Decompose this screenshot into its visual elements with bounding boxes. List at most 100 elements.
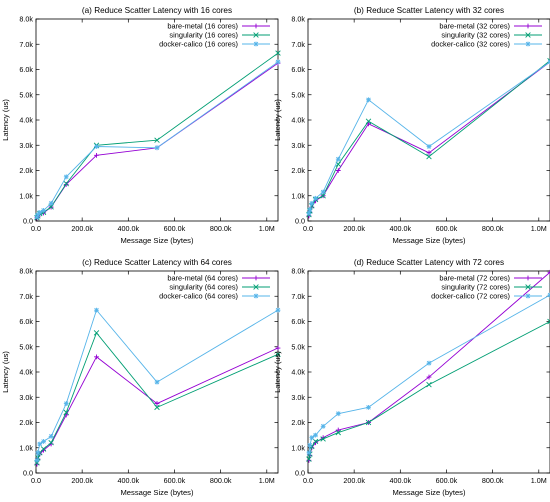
data-point xyxy=(63,409,69,416)
y-tick-label: 1.0k xyxy=(19,443,33,452)
data-point xyxy=(154,404,160,411)
series-line xyxy=(308,321,550,460)
data-point xyxy=(35,450,41,456)
y-tick-label: 5.0k xyxy=(19,342,33,351)
data-point xyxy=(275,59,281,65)
data-point xyxy=(34,460,40,466)
y-tick-label: 6.0k xyxy=(291,65,305,74)
y-tick-label: 0.0 xyxy=(295,469,305,478)
data-point xyxy=(366,97,371,103)
chart-title: (a) Reduce Scatter Latency with 16 cores xyxy=(82,6,232,15)
legend: bare-metal (72 cores)singularity (72 cor… xyxy=(431,274,542,301)
y-tick-label: 0.0 xyxy=(23,469,33,478)
y-tick-label: 6.0k xyxy=(291,317,305,326)
data-point xyxy=(426,153,432,160)
data-point xyxy=(307,442,313,448)
data-point xyxy=(275,50,281,56)
x-tick-label: 200.0k xyxy=(71,224,93,233)
y-axis-label: Latency (us) xyxy=(1,351,10,393)
data-point xyxy=(37,210,43,215)
data-point xyxy=(306,211,312,216)
data-point xyxy=(426,381,432,388)
y-tick-label: 3.0k xyxy=(19,141,33,150)
data-point xyxy=(154,137,160,143)
y-tick-label: 8.0k xyxy=(19,267,33,276)
series-line xyxy=(308,61,550,217)
data-point xyxy=(306,456,312,462)
legend-label: docker-calico (64 cores) xyxy=(159,292,238,301)
y-tick-label: 8.0k xyxy=(19,15,33,24)
series-singularity xyxy=(34,330,281,466)
x-tick-label: 1.0M xyxy=(259,476,275,485)
chart-title: (c) Reduce Scatter Latency with 64 cores xyxy=(82,258,232,267)
series-line xyxy=(308,60,550,215)
plot-area xyxy=(307,18,550,222)
data-point xyxy=(37,441,43,447)
y-tick-label: 1.0k xyxy=(291,443,305,452)
data-point xyxy=(547,269,550,275)
data-point xyxy=(154,145,160,151)
series-bare-metal xyxy=(34,345,281,467)
y-tick-label: 0.0 xyxy=(295,217,305,226)
x-tick-label: 1.0M xyxy=(531,224,547,233)
data-point xyxy=(94,152,99,158)
data-point xyxy=(309,200,315,206)
data-point xyxy=(426,150,432,156)
series-docker-calico xyxy=(306,292,550,456)
data-point xyxy=(366,404,371,410)
data-point xyxy=(34,214,40,220)
y-tick-label: 5.0k xyxy=(291,90,305,99)
data-point xyxy=(320,436,326,442)
legend-marker xyxy=(525,293,531,299)
y-tick-label: 3.0k xyxy=(291,393,305,402)
data-point xyxy=(154,401,160,406)
y-tick-label: 7.0k xyxy=(291,292,305,301)
x-tick-label: 0.0 xyxy=(31,224,41,233)
x-tick-label: 400.0k xyxy=(390,476,412,485)
data-point xyxy=(335,429,341,436)
y-tick-label: 1.0k xyxy=(291,191,305,200)
legend: bare-metal (16 cores)singularity (16 cor… xyxy=(159,22,270,49)
legend-marker xyxy=(525,23,531,29)
y-tick-label: 7.0k xyxy=(19,292,33,301)
y-tick-label: 2.0k xyxy=(19,166,33,175)
series-line xyxy=(36,331,279,463)
series-line xyxy=(36,347,279,465)
y-tick-label: 3.0k xyxy=(19,393,33,402)
legend-label: singularity (72 cores) xyxy=(441,283,510,292)
legend-label: singularity (16 cores) xyxy=(169,31,238,40)
series-line xyxy=(308,294,550,453)
legend-marker xyxy=(525,32,531,38)
legend-marker xyxy=(525,41,531,47)
data-point xyxy=(93,330,100,336)
series-line xyxy=(308,61,550,214)
y-tick-label: 2.0k xyxy=(291,166,305,175)
plot-area xyxy=(35,270,279,474)
legend: bare-metal (32 cores)singularity (32 cor… xyxy=(431,22,542,49)
y-tick-label: 0.0 xyxy=(23,217,33,226)
data-point xyxy=(426,144,432,149)
data-point xyxy=(365,118,372,124)
y-tick-label: 6.0k xyxy=(19,317,33,326)
legend-marker xyxy=(253,32,259,38)
y-axis-label: Latency (us) xyxy=(273,351,282,393)
data-point xyxy=(335,156,341,162)
data-point xyxy=(94,144,99,149)
data-point xyxy=(426,360,432,366)
legend-label: singularity (64 cores) xyxy=(169,283,238,292)
y-tick-label: 8.0k xyxy=(291,15,305,24)
legend: bare-metal (64 cores)singularity (64 cor… xyxy=(159,274,270,301)
data-point xyxy=(320,423,326,429)
data-point xyxy=(307,207,313,213)
chart-panel-3: (c) Reduce Scatter Latency with 64 cores… xyxy=(1,258,281,497)
data-point xyxy=(313,195,318,201)
series-singularity xyxy=(306,57,550,218)
data-point xyxy=(48,433,54,439)
legend-label: docker-calico (32 cores) xyxy=(431,40,510,49)
legend-label: bare-metal (16 cores) xyxy=(167,22,238,31)
x-tick-label: 0.0 xyxy=(31,476,41,485)
x-tick-label: 600.0k xyxy=(436,476,458,485)
data-point xyxy=(320,189,326,195)
data-point xyxy=(63,401,69,406)
legend-marker xyxy=(253,41,259,47)
